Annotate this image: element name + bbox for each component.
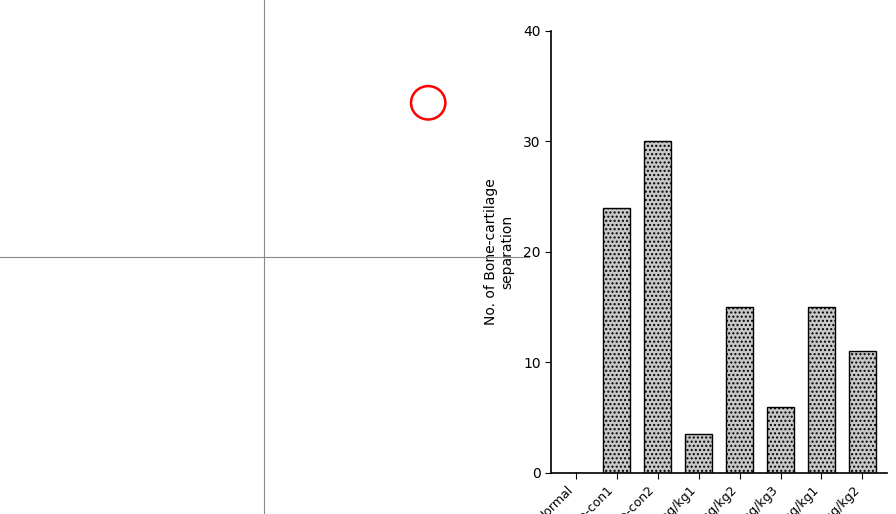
- Text: CIA+10mg/kg: CIA+10mg/kg: [339, 484, 454, 499]
- Bar: [767, 407, 794, 473]
- Bar: [644, 141, 671, 473]
- Y-axis label: No. of Bone-cartilage
separation: No. of Bone-cartilage separation: [485, 178, 514, 325]
- Bar: [603, 208, 630, 473]
- Bar: [685, 434, 711, 473]
- Bar: [849, 352, 875, 473]
- Text: CIA+5mg/kg: CIA+5mg/kg: [80, 484, 185, 499]
- Text: Normal: Normal: [101, 227, 163, 242]
- Text: CIA+vehicle: CIA+vehicle: [346, 227, 447, 242]
- Bar: [808, 307, 835, 473]
- Bar: [727, 307, 753, 473]
